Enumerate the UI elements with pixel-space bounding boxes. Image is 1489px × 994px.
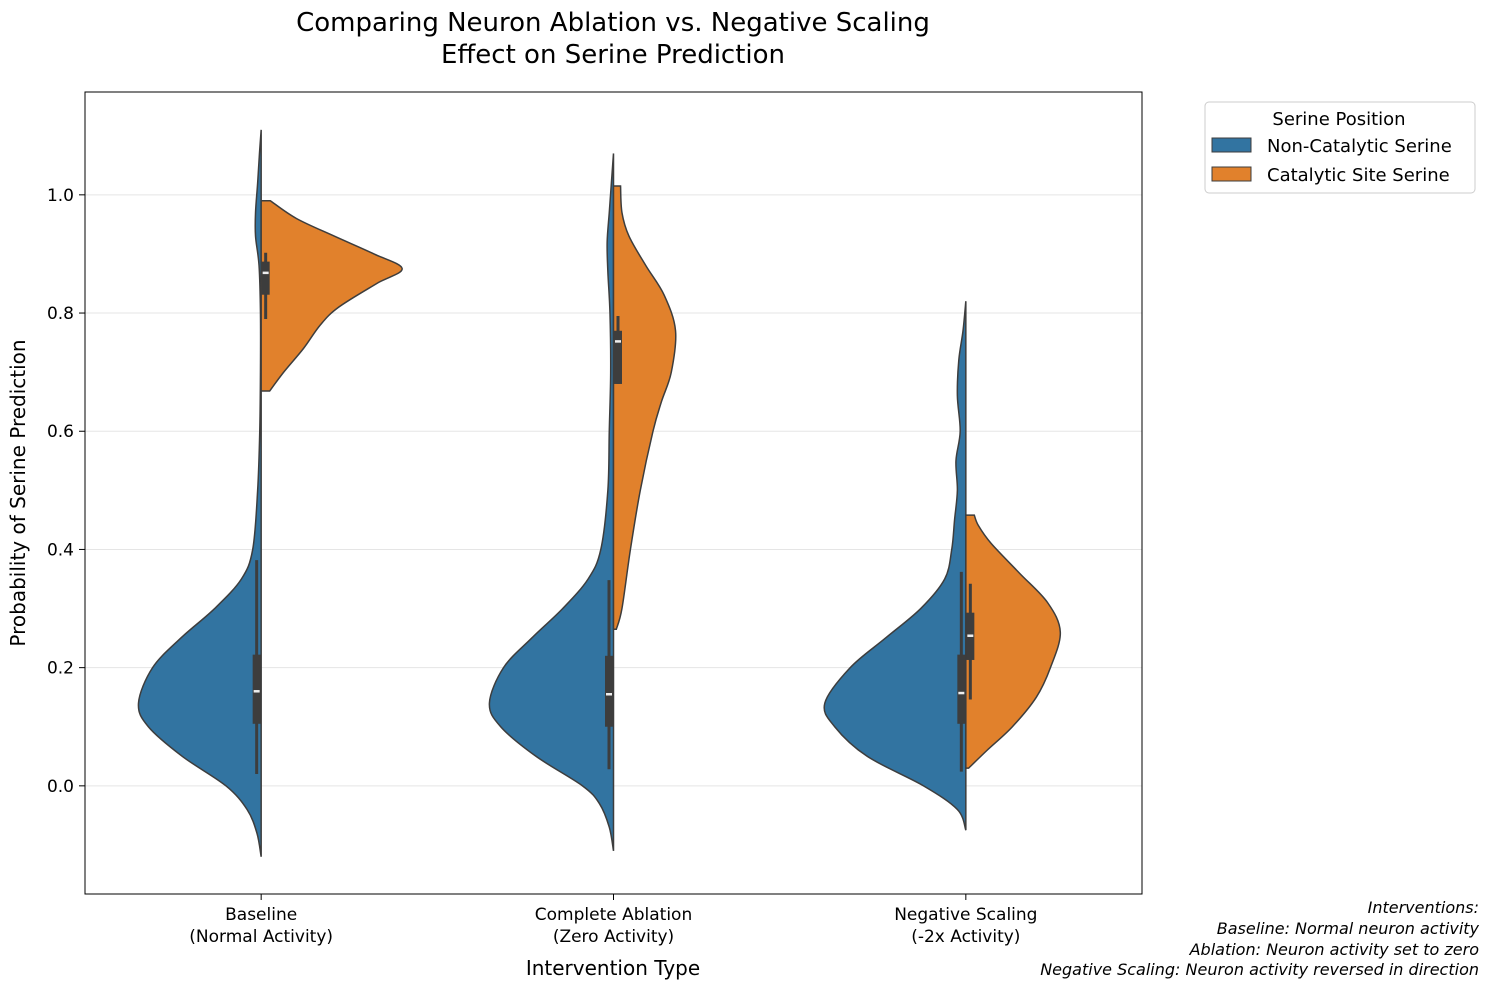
box-iqr	[605, 655, 613, 727]
legend-frame	[1204, 101, 1476, 194]
y-tick-label: 0.6	[47, 422, 74, 442]
box-iqr	[614, 330, 622, 384]
box-iqr	[261, 261, 270, 295]
legend-swatch-catalytic	[1211, 166, 1252, 182]
x-tick-label: (-2x Activity)	[911, 927, 1020, 947]
x-tick-label: (Zero Activity)	[553, 927, 674, 947]
legend-title: Serine Position	[1272, 109, 1405, 130]
interventions-annotation: Interventions: Baseline: Normal neuron a…	[1040, 898, 1479, 979]
violins	[137, 129, 1062, 857]
violin-right	[965, 514, 1062, 769]
annotation-line: Negative Scaling: Neuron activity revers…	[1040, 960, 1479, 979]
legend-swatch-non-catalytic	[1211, 137, 1252, 153]
y-tick-label: 0.4	[47, 540, 74, 560]
annotation-line: Ablation: Neuron activity set to zero	[1189, 940, 1480, 959]
x-tick-label: Complete Ablation	[535, 905, 692, 925]
violin-right	[260, 199, 403, 392]
legend: Serine Position Non-Catalytic Serine Cat…	[1204, 101, 1476, 194]
y-tick-label: 0.2	[47, 659, 74, 679]
x-tick-label: Negative Scaling	[894, 905, 1037, 925]
legend-label-catalytic: Catalytic Site Serine	[1267, 165, 1450, 186]
y-tick-label: 0.0	[47, 777, 74, 797]
violin-left	[137, 129, 262, 857]
chart-title-line1: Comparing Neuron Ablation vs. Negative S…	[296, 8, 930, 38]
y-axis: 0.0 0.2 0.4 0.6 0.8 1.0	[47, 186, 85, 797]
annotation-line: Interventions:	[1368, 898, 1479, 917]
violin-right	[612, 185, 677, 630]
box-iqr	[957, 654, 966, 724]
x-tick-label: (Normal Activity)	[189, 927, 333, 947]
x-axis-label: Intervention Type	[526, 956, 700, 980]
y-tick-label: 0.8	[47, 304, 74, 324]
y-axis-label: Probability of Serine Prediction	[6, 339, 30, 646]
box-iqr	[252, 654, 261, 724]
chart-title-line2: Effect on Serine Prediction	[441, 40, 785, 70]
legend-label-non-catalytic: Non-Catalytic Serine	[1267, 136, 1452, 157]
y-tick-label: 1.0	[47, 186, 74, 206]
annotation-line: Baseline: Normal neuron activity	[1217, 919, 1480, 938]
violin-left	[823, 301, 967, 831]
x-axis: Baseline(Normal Activity) Complete Ablati…	[189, 894, 1037, 947]
x-tick-label: Baseline	[225, 905, 297, 925]
violin-left	[488, 153, 615, 851]
